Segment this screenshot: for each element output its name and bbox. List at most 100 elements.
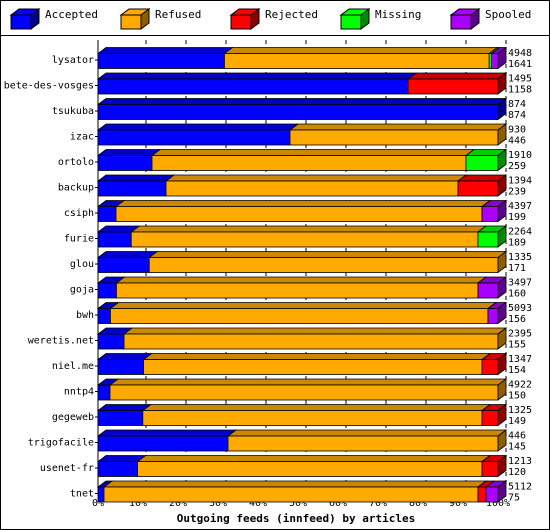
bar-segment-refused <box>148 257 499 273</box>
bar-segment-spooled <box>485 486 499 503</box>
category-label: usenet-fr <box>40 463 94 474</box>
bar-segment-top-accepted <box>96 98 508 105</box>
bar-segment-top-accepted <box>96 353 153 360</box>
bar-side-face <box>497 378 507 401</box>
data-label-accepted: 160 <box>508 289 526 300</box>
bar-segment-top-accepted <box>96 404 153 411</box>
bar-segment-refused <box>115 206 483 222</box>
bar-segment-top-refused <box>147 251 508 258</box>
bar-segment-rejected <box>457 180 499 197</box>
data-label-total: 2395 <box>508 329 532 340</box>
legend-label-rejected: Rejected <box>265 8 318 21</box>
bar-segment-refused <box>109 384 499 401</box>
data-label-total: 1213 <box>508 456 532 467</box>
bar-segment-top-refused <box>288 123 508 131</box>
bar-segment-refused <box>223 53 490 69</box>
bar-segment-spooled <box>477 282 499 299</box>
category-label: nntp4 <box>64 387 94 398</box>
bar-segment-top-accepted <box>96 251 159 258</box>
bar-segment-top-refused <box>109 302 498 309</box>
bar-segment-top-refused <box>226 429 508 437</box>
legend-label-accepted: Accepted <box>45 8 98 21</box>
bar-segment-accepted <box>97 384 111 401</box>
category-label: backup <box>58 183 94 194</box>
category-label: csiph <box>64 208 94 219</box>
bar-segment-refused <box>110 308 489 324</box>
bar-segment-top-accepted <box>96 149 162 156</box>
category-label: furie <box>64 234 94 245</box>
bar-segment-missing <box>465 155 499 171</box>
data-label-total: 1495 <box>508 74 532 85</box>
bar-side-face <box>497 301 507 325</box>
category-label: weretis.net <box>28 336 94 347</box>
bar-segment-accepted <box>97 410 144 426</box>
bar-side-face <box>497 352 507 376</box>
x-tick-label: 40% <box>249 498 267 509</box>
bar-segment-refused <box>130 231 479 248</box>
bar-segment-top-accepted <box>96 47 234 54</box>
chart-legend: Accepted Refused Rejected Missing Spooled <box>1 1 549 36</box>
bar-segment-missing <box>477 231 499 248</box>
bar-side-face <box>497 148 507 172</box>
data-label-accepted: 1641 <box>508 59 532 70</box>
bar-segment-top-refused <box>129 225 488 233</box>
bar-segment-top-refused <box>223 47 499 54</box>
bar-segment-top-accepted <box>96 72 418 80</box>
x-tick-label: 0% <box>92 498 104 509</box>
data-label-accepted: 75 <box>508 493 520 504</box>
data-label-total: 446 <box>508 431 526 442</box>
bar-segment-accepted <box>97 104 499 120</box>
bar-segment-accepted <box>97 333 125 350</box>
bar-segment-accepted <box>97 308 111 324</box>
bar-segment-accepted <box>97 359 144 375</box>
bar-side-face <box>497 174 507 197</box>
bar-segment-refused <box>123 333 499 350</box>
bar-segment-rejected <box>481 359 499 375</box>
data-label-accepted: 199 <box>508 212 526 223</box>
bar-segment-refused <box>151 155 467 171</box>
legend-label-spooled: Spooled <box>485 8 532 21</box>
bar-segment-refused <box>142 410 483 426</box>
bar-segment-top-refused <box>164 174 468 182</box>
bar-side-face <box>497 46 507 70</box>
x-tick-label: 10% <box>129 498 147 509</box>
data-label-total: 1347 <box>508 354 532 365</box>
data-label-total: 1910 <box>508 150 532 161</box>
data-label-total: 874 <box>508 99 526 110</box>
bar-segment-top-refused <box>115 276 488 284</box>
data-label-accepted: 156 <box>508 314 526 325</box>
data-label-accepted: 145 <box>508 442 526 453</box>
bar-side-face <box>497 123 507 146</box>
x-tick-label: 50% <box>289 498 307 509</box>
category-label: niel.me <box>52 361 94 372</box>
data-label-total: 3497 <box>508 278 532 289</box>
bar-segment-spooled <box>487 308 499 324</box>
data-label-accepted: 259 <box>508 161 526 172</box>
bar-segment-accepted <box>97 129 291 146</box>
bar-segment-accepted <box>97 486 105 503</box>
category-label: ortolo <box>58 157 94 168</box>
data-label-total: 2264 <box>508 227 532 238</box>
x-tick-label: 90% <box>449 498 467 509</box>
bar-segment-accepted <box>97 206 117 222</box>
bar-segment-accepted <box>97 282 117 299</box>
data-label-total: 4948 <box>508 48 532 59</box>
legend-swatch-rejected <box>229 8 261 30</box>
data-label-total: 4397 <box>508 201 532 212</box>
x-tick-label: 100% <box>486 498 510 509</box>
bar-side-face <box>497 250 507 274</box>
bar-segment-refused <box>289 129 499 146</box>
data-label-total: 1325 <box>508 405 532 416</box>
bar-segment-top-accepted <box>96 429 238 437</box>
bar-segment-spooled <box>481 206 499 222</box>
x-axis-label: Outgoing feeds (innfeed) by articles <box>177 512 415 525</box>
bar-segment-spooled <box>491 53 499 69</box>
category-label: bwh <box>76 310 94 321</box>
bar-segment-top-refused <box>136 455 492 462</box>
category-label: tsukuba <box>52 106 94 117</box>
legend-label-missing: Missing <box>375 8 422 21</box>
bar-side-face <box>497 454 507 478</box>
bar-side-face <box>497 429 507 452</box>
bar-segment-accepted <box>97 257 150 273</box>
